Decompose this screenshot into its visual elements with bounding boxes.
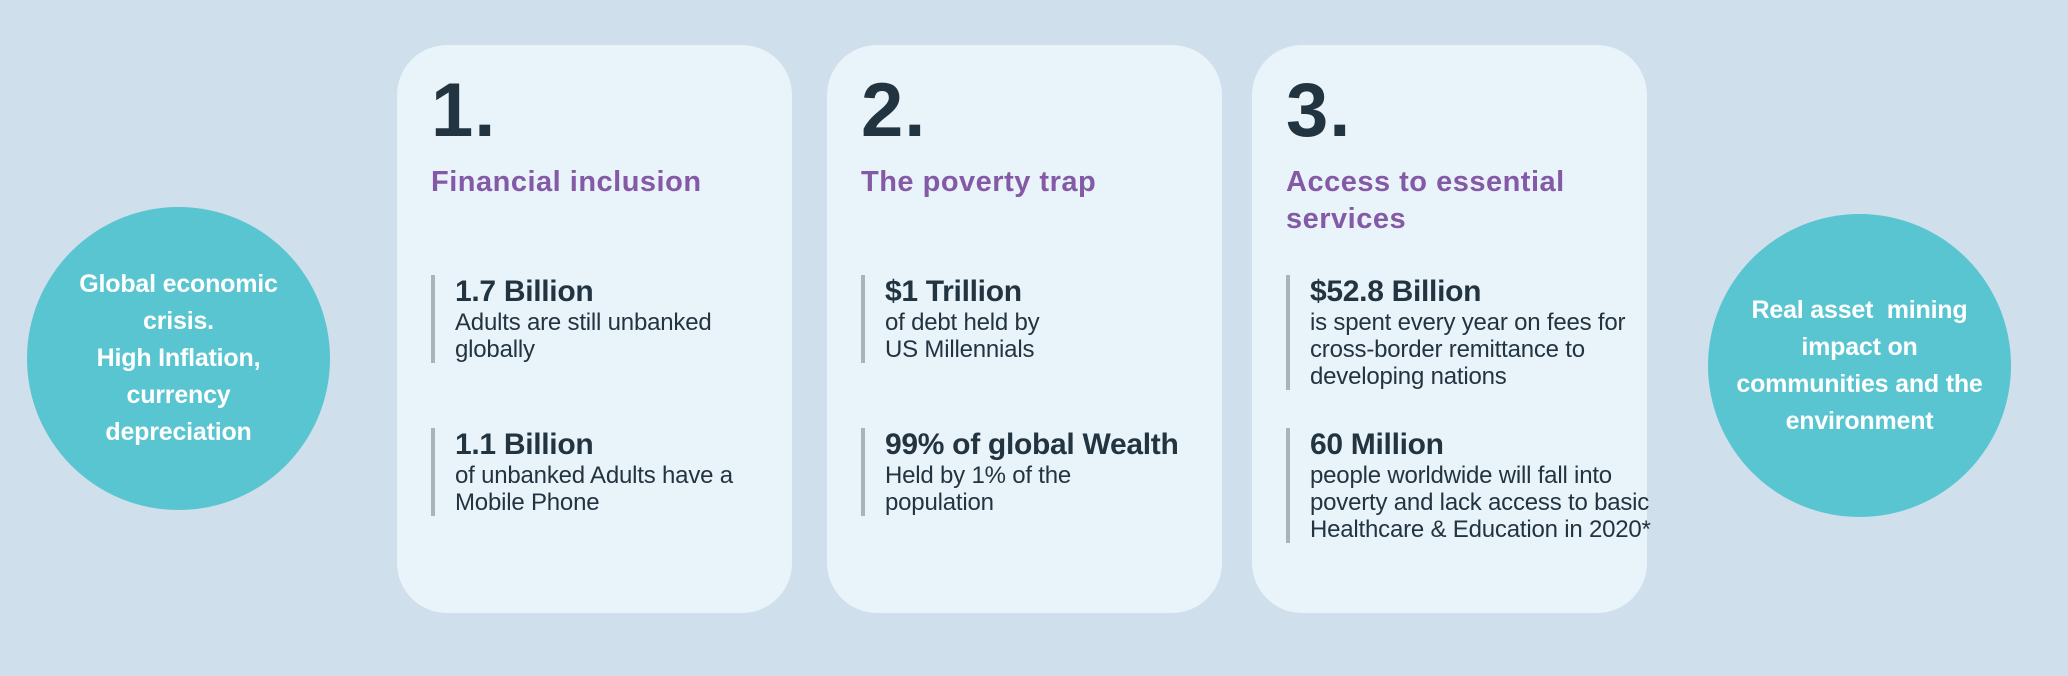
card-number: 1. — [431, 68, 497, 153]
stat-description: Adults are still unbanked globally — [455, 309, 712, 363]
card-poverty-trap: 2. The poverty trap $1 Trillion of debt … — [827, 45, 1222, 613]
stat-item: $52.8 Billion is spent every year on fee… — [1286, 275, 1625, 390]
left-circle-text: Global economic crisis. High Inflation, … — [79, 270, 278, 446]
card-heading: The poverty trap — [861, 166, 1097, 198]
stat-value: $1 Trillion — [885, 275, 1022, 308]
stat-value: 60 Million — [1310, 428, 1444, 461]
stat-value: $52.8 Billion — [1310, 275, 1482, 308]
stat-item: 99% of global Wealth Held by 1% of the p… — [861, 428, 1179, 516]
stat-description: is spent every year on fees for cross-bo… — [1310, 309, 1626, 390]
stat-description: people worldwide will fall into poverty … — [1310, 462, 1651, 543]
stat-item: 1.1 Billion of unbanked Adults have a Mo… — [431, 428, 733, 516]
card-heading: Financial inclusion — [431, 166, 702, 198]
stat-item: $1 Trillion of debt held by US Millennia… — [861, 275, 1040, 363]
stat-description: of debt held by US Millennials — [885, 309, 1040, 363]
left-circle-badge: Global economic crisis. High Inflation, … — [27, 207, 330, 510]
stat-value: 99% of global Wealth — [885, 428, 1179, 461]
right-circle-badge: Real asset mining impact on communities … — [1708, 214, 2011, 517]
card-heading: Access to essential services — [1286, 166, 1565, 235]
card-number: 3. — [1286, 68, 1352, 153]
stat-value: 1.1 Billion — [455, 428, 594, 461]
card-number: 2. — [861, 68, 927, 153]
stat-description: Held by 1% of the population — [885, 462, 1072, 516]
stat-description: of unbanked Adults have a Mobile Phone — [455, 462, 733, 516]
stat-item: 1.7 Billion Adults are still unbanked gl… — [431, 275, 712, 363]
card-financial-inclusion: 1. Financial inclusion 1.7 Billion Adult… — [397, 45, 792, 613]
right-circle-text: Real asset mining impact on communities … — [1736, 295, 1983, 435]
card-access-essential-services: 3. Access to essential services $52.8 Bi… — [1252, 45, 1651, 613]
stat-item: 60 Million people worldwide will fall in… — [1286, 428, 1651, 543]
stat-value: 1.7 Billion — [455, 275, 594, 308]
